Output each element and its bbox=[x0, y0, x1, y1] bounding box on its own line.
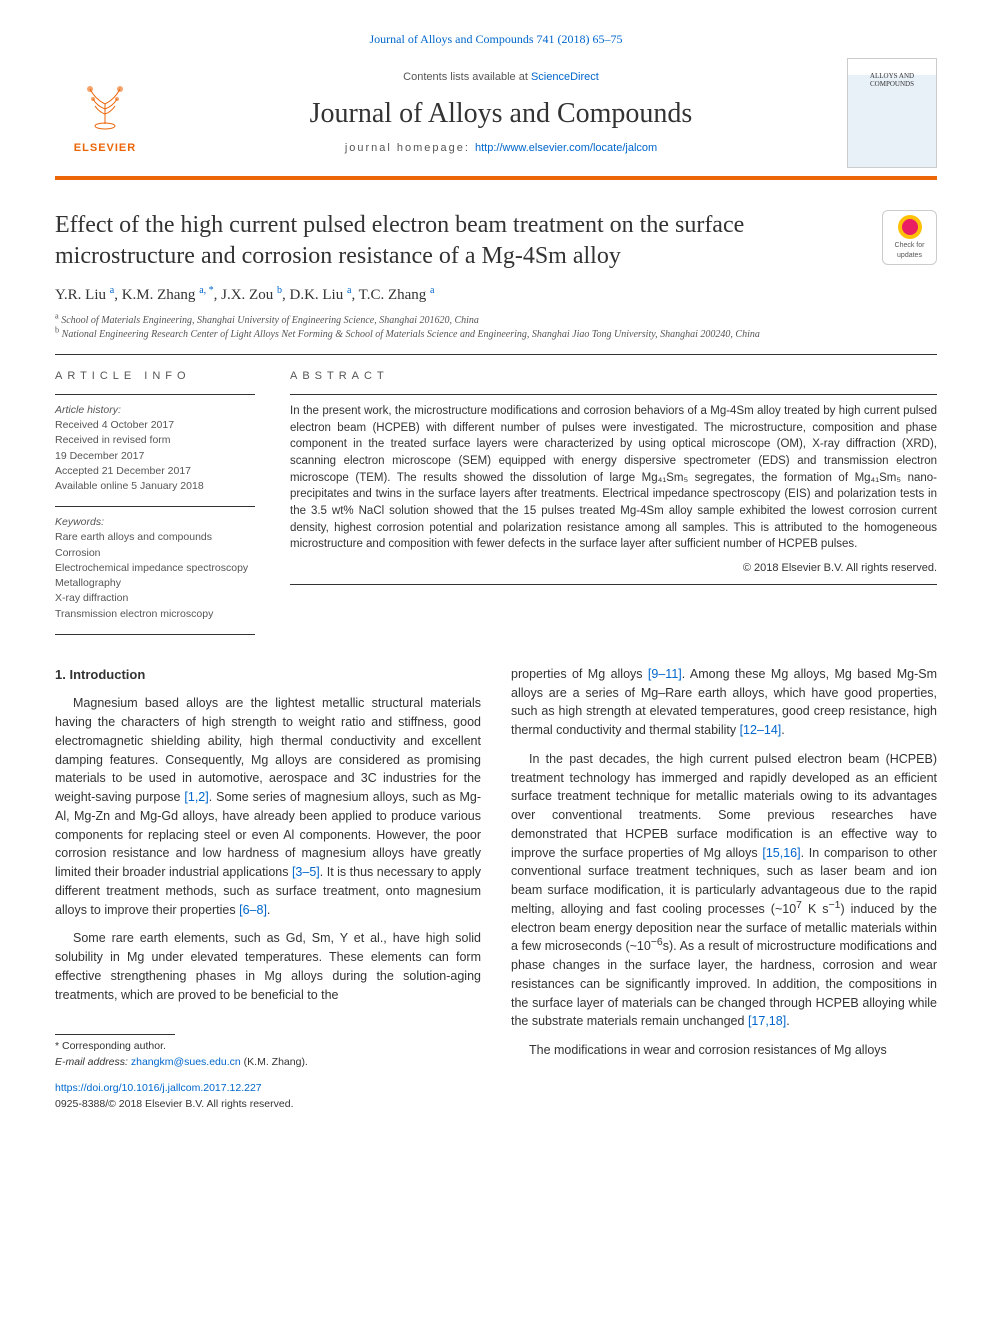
abstract-copyright: © 2018 Elsevier B.V. All rights reserved… bbox=[290, 561, 937, 576]
body-paragraph: The modifications in wear and corrosion … bbox=[511, 1041, 937, 1060]
keyword-line: Corrosion bbox=[55, 546, 255, 561]
body-paragraph: Some rare earth elements, such as Gd, Sm… bbox=[55, 929, 481, 1004]
doi-link[interactable]: https://doi.org/10.1016/j.jallcom.2017.1… bbox=[55, 1082, 262, 1094]
keywords-block: Keywords: Rare earth alloys and compound… bbox=[55, 515, 255, 622]
article-title: Effect of the high current pulsed electr… bbox=[55, 210, 867, 272]
body-columns: 1. Introduction Magnesium based alloys a… bbox=[55, 665, 937, 1113]
body-col-right: properties of Mg alloys [9–11]. Among th… bbox=[511, 665, 937, 1113]
top-journal-ref: Journal of Alloys and Compounds 741 (201… bbox=[55, 30, 937, 48]
keyword-line: Electrochemical impedance spectroscopy bbox=[55, 561, 255, 576]
crossmark-text-1: Check for bbox=[895, 241, 925, 251]
issn-line: 0925-8388/© 2018 Elsevier B.V. All right… bbox=[55, 1097, 481, 1113]
contents-line: Contents lists available at ScienceDirec… bbox=[155, 70, 847, 85]
rule-info-2 bbox=[55, 506, 255, 507]
article-info-heading: ARTICLE INFO bbox=[55, 369, 255, 384]
email-link[interactable]: zhangkm@sues.edu.cn bbox=[131, 1056, 241, 1068]
masthead-center: Contents lists available at ScienceDirec… bbox=[155, 70, 847, 156]
abstract-text: In the present work, the microstructure … bbox=[290, 403, 937, 553]
body-paragraph: In the past decades, the high current pu… bbox=[511, 750, 937, 1031]
body-col-left: 1. Introduction Magnesium based alloys a… bbox=[55, 665, 481, 1113]
crossmark-icon bbox=[898, 215, 922, 239]
crossmark-text-2: updates bbox=[897, 251, 922, 261]
body-paragraph: Magnesium based alloys are the lightest … bbox=[55, 694, 481, 919]
crossmark-badge[interactable]: Check for updates bbox=[882, 210, 937, 265]
authors: Y.R. Liu a, K.M. Zhang a, *, J.X. Zou b,… bbox=[55, 285, 937, 306]
homepage-label: journal homepage: bbox=[345, 142, 475, 154]
affiliations: a School of Materials Engineering, Shang… bbox=[55, 314, 937, 342]
info-abstract-row: ARTICLE INFO Article history: Received 4… bbox=[55, 369, 937, 635]
article-info: ARTICLE INFO Article history: Received 4… bbox=[55, 369, 255, 635]
corresponding-note: * Corresponding author. bbox=[55, 1039, 481, 1055]
rule-abstract-1 bbox=[290, 394, 937, 395]
keyword-line: Metallography bbox=[55, 576, 255, 591]
rule-abstract-2 bbox=[290, 584, 937, 585]
keywords-label: Keywords: bbox=[55, 515, 255, 530]
sciencedirect-link[interactable]: ScienceDirect bbox=[531, 71, 599, 83]
publisher-label: ELSEVIER bbox=[74, 141, 136, 156]
email-label: E-mail address: bbox=[55, 1056, 131, 1068]
rule-top bbox=[55, 354, 937, 355]
keyword-line: Rare earth alloys and compounds bbox=[55, 530, 255, 545]
doi-line: https://doi.org/10.1016/j.jallcom.2017.1… bbox=[55, 1081, 481, 1097]
masthead: ELSEVIER Contents lists available at Sci… bbox=[55, 58, 937, 180]
affiliation-line: a School of Materials Engineering, Shang… bbox=[55, 314, 937, 328]
history-line: Available online 5 January 2018 bbox=[55, 479, 255, 494]
cover-thumb-title: ALLOYS AND COMPOUNDS bbox=[852, 73, 932, 88]
footer-rule bbox=[55, 1034, 175, 1035]
footer-block: * Corresponding author. E-mail address: … bbox=[55, 1034, 481, 1112]
abstract-col: ABSTRACT In the present work, the micros… bbox=[290, 369, 937, 635]
history-label: Article history: bbox=[55, 403, 255, 418]
keyword-line: Transmission electron microscopy bbox=[55, 607, 255, 622]
keyword-line: X-ray diffraction bbox=[55, 591, 255, 606]
article-history: Article history: Received 4 October 2017… bbox=[55, 403, 255, 494]
journal-name: Journal of Alloys and Compounds bbox=[155, 94, 847, 133]
abstract-heading: ABSTRACT bbox=[290, 369, 937, 384]
journal-cover-thumb: ALLOYS AND COMPOUNDS bbox=[847, 58, 937, 168]
publisher-block: ELSEVIER bbox=[55, 69, 155, 156]
history-line: Received 4 October 2017 bbox=[55, 418, 255, 433]
email-name: (K.M. Zhang). bbox=[241, 1056, 308, 1068]
homepage-line: journal homepage: http://www.elsevier.co… bbox=[155, 141, 847, 156]
history-line: 19 December 2017 bbox=[55, 449, 255, 464]
email-line: E-mail address: zhangkm@sues.edu.cn (K.M… bbox=[55, 1055, 481, 1071]
homepage-link[interactable]: http://www.elsevier.com/locate/jalcom bbox=[475, 142, 657, 154]
affiliation-line: b National Engineering Research Center o… bbox=[55, 328, 937, 342]
contents-prefix: Contents lists available at bbox=[403, 71, 531, 83]
history-line: Accepted 21 December 2017 bbox=[55, 464, 255, 479]
elsevier-logo-icon bbox=[70, 69, 140, 139]
rule-info-1 bbox=[55, 394, 255, 395]
history-line: Received in revised form bbox=[55, 433, 255, 448]
journal-ref-link[interactable]: Journal of Alloys and Compounds 741 (201… bbox=[370, 32, 623, 46]
body-paragraph: properties of Mg alloys [9–11]. Among th… bbox=[511, 665, 937, 740]
rule-info-3 bbox=[55, 634, 255, 635]
article-header: Effect of the high current pulsed electr… bbox=[55, 210, 937, 341]
section-heading-intro: 1. Introduction bbox=[55, 665, 481, 685]
